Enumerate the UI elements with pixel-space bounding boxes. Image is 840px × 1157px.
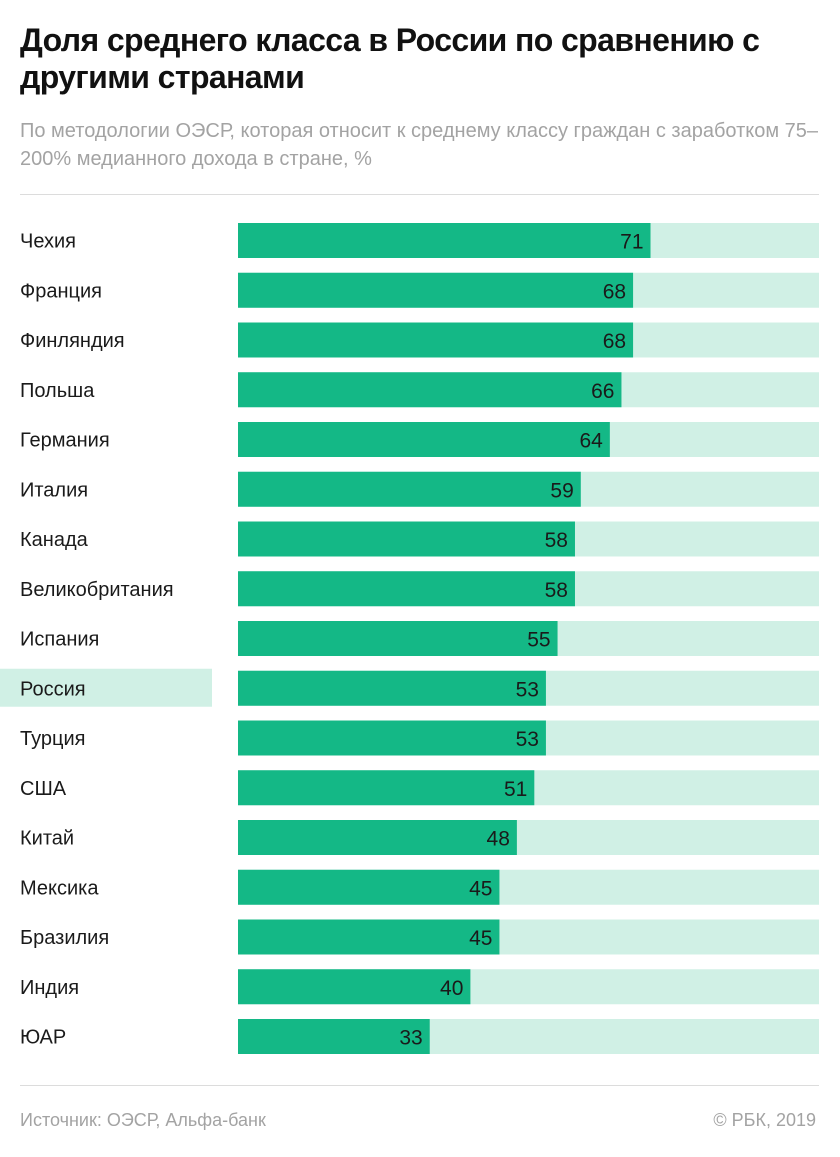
bar <box>238 322 634 358</box>
category-label: Индия <box>20 977 79 999</box>
data-label: 51 <box>504 778 527 801</box>
category-label: Испания <box>20 629 99 651</box>
chart-subtitle: По методологии ОЭСР, которая относит к с… <box>20 120 819 170</box>
bar <box>238 521 575 557</box>
category-label: Франция <box>20 280 102 302</box>
bottom-divider <box>20 1085 819 1086</box>
bar <box>238 223 651 258</box>
data-label: 40 <box>440 977 463 1000</box>
data-label: 33 <box>399 1027 422 1050</box>
category-label: Финляндия <box>20 330 125 352</box>
highlight-background <box>0 668 212 707</box>
data-label: 66 <box>591 380 614 403</box>
bar <box>238 422 610 457</box>
top-divider <box>20 194 819 195</box>
data-label: 58 <box>545 529 568 552</box>
data-label: 53 <box>516 678 539 701</box>
bar <box>238 272 634 308</box>
data-label: 71 <box>620 231 643 254</box>
data-label: 58 <box>545 579 568 602</box>
data-label: 64 <box>579 430 603 453</box>
chart-title: Доля среднего класса в России по сравнен… <box>20 22 760 95</box>
bar <box>238 770 535 806</box>
source-note: Источник: ОЭСР, Альфа-банк <box>20 1110 266 1130</box>
category-label: Бразилия <box>20 927 109 949</box>
data-label: 45 <box>469 927 492 950</box>
data-label: 45 <box>469 877 492 900</box>
bar <box>238 471 581 507</box>
category-label: Италия <box>20 479 88 501</box>
bar <box>238 919 500 955</box>
category-label: Великобритания <box>20 579 174 601</box>
bar-chart: Чехия 71 Франция 68 Финляндия 68 Польша 66 Герма… <box>0 223 819 1054</box>
bar <box>238 820 517 855</box>
category-label: Россия <box>20 678 86 700</box>
category-label: Канада <box>20 529 89 551</box>
category-label: Турция <box>20 728 85 750</box>
category-label: Польша <box>20 380 95 402</box>
category-label: ЮАР <box>20 1027 66 1049</box>
copyright: © РБК, 2019 <box>713 1110 816 1130</box>
category-label: США <box>20 778 67 800</box>
category-label: Мексика <box>20 877 99 899</box>
data-label: 55 <box>527 629 550 652</box>
data-label: 48 <box>487 828 510 851</box>
bar <box>238 372 622 408</box>
bar <box>238 621 558 656</box>
category-label: Китай <box>20 828 74 850</box>
bar <box>238 720 546 756</box>
category-label: Германия <box>20 430 110 452</box>
bar <box>238 1019 430 1054</box>
data-label: 68 <box>603 280 626 303</box>
bar <box>238 571 575 607</box>
bar <box>238 969 471 1005</box>
bar <box>238 869 500 905</box>
data-label: 59 <box>550 479 573 502</box>
data-label: 68 <box>603 330 626 353</box>
data-label: 53 <box>516 728 539 751</box>
bar <box>238 670 546 706</box>
category-label: Чехия <box>20 231 76 253</box>
